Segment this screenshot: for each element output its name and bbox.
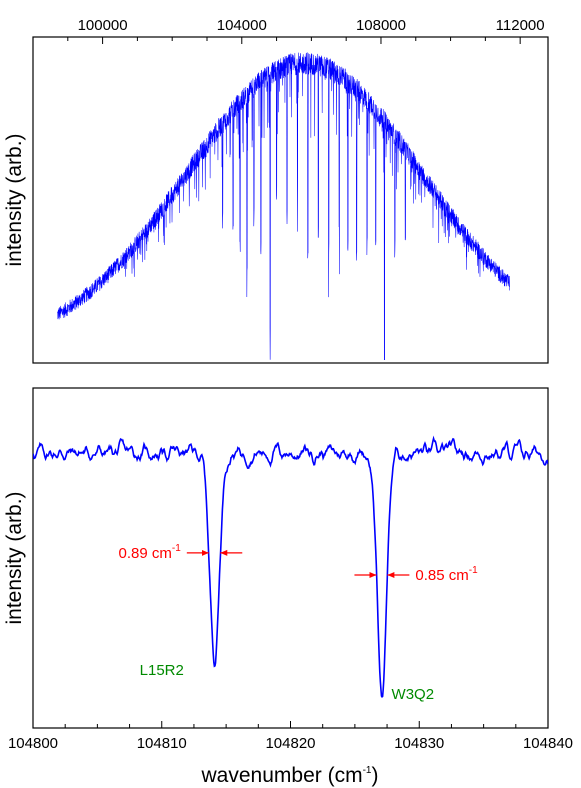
top-x-tick-label: 104000 (217, 17, 267, 34)
top-x-tick-label: 112000 (496, 17, 545, 34)
x-axis-title-close: ) (371, 764, 378, 787)
bottom-spectrum-line (33, 435, 548, 698)
x-axis-title-sup: -1 (363, 765, 372, 776)
x-axis-title-main: wavenumber (cm (201, 764, 363, 787)
top-panel: 100000 104000 108000 112000 intensity (arb.… (3, 17, 549, 364)
top-plot-frame (32, 36, 549, 364)
top-x-ticks: 100000 104000 108000 112000 (67, 17, 545, 44)
line-assignment-label: L15R2 (140, 662, 184, 679)
bottom-y-axis-title: intensity (arb.) (3, 491, 26, 624)
bottom-panel: 104800 104810 104820 104830 104840 0.89 cm-1… (3, 387, 573, 787)
bottom-x-tick-label: 104840 (523, 735, 573, 752)
top-x-tick-label: 108000 (356, 17, 406, 34)
top-spectrum-line (57, 52, 510, 361)
line-assignment-label: W3Q2 (392, 686, 435, 703)
bottom-x-axis-title: wavenumber (cm-1) (201, 764, 379, 787)
top-x-tick-label: 100000 (78, 17, 128, 34)
top-y-axis-title: intensity (arb.) (3, 133, 26, 266)
fwhm-label: 0.89 cm-1 (119, 543, 182, 562)
fwhm-label: 0.85 cm-1 (415, 565, 478, 584)
bottom-plot-frame (32, 387, 549, 729)
bottom-x-tick-label: 104830 (394, 735, 444, 752)
bottom-x-tick-label: 104810 (137, 735, 187, 752)
bottom-x-ticks: 104800 104810 104820 104830 104840 (8, 721, 573, 752)
bottom-x-tick-label: 104800 (8, 735, 58, 752)
bottom-x-tick-label: 104820 (265, 735, 315, 752)
bottom-annotations: 0.89 cm-1 0.85 cm-1 L15R2 W3Q2 (119, 543, 479, 703)
